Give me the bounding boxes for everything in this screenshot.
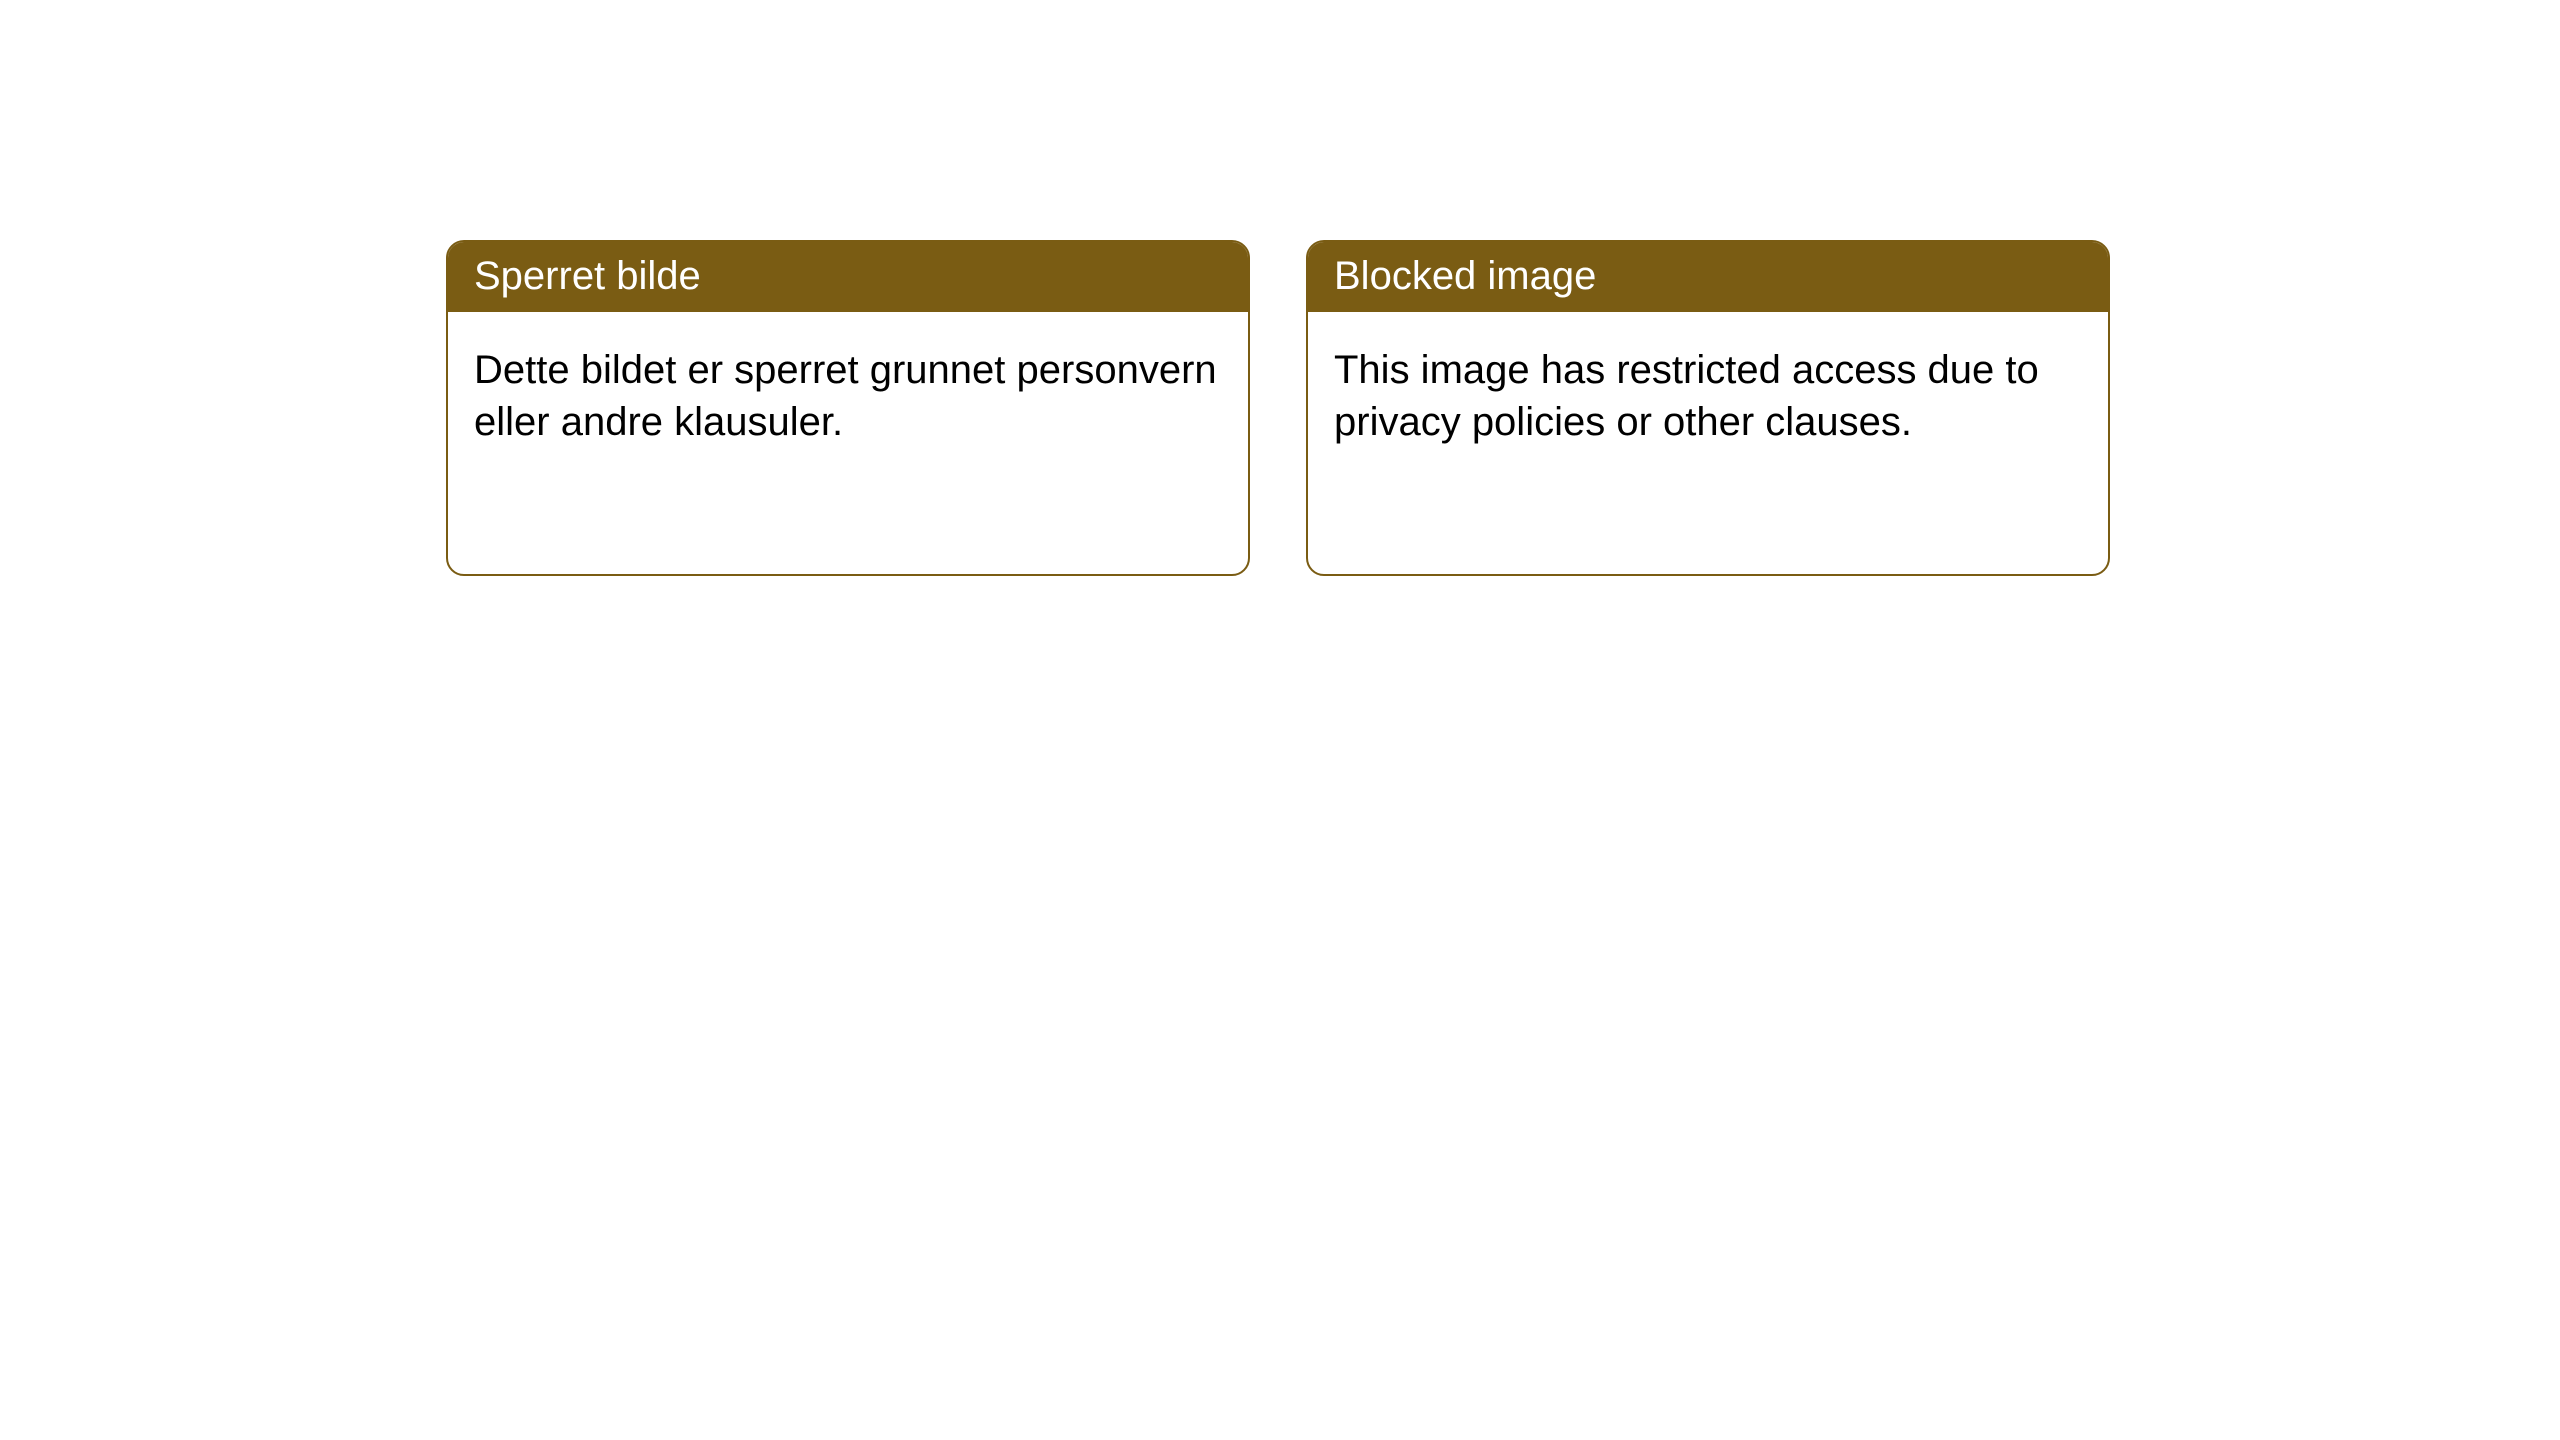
notice-cards-container: Sperret bilde Dette bildet er sperret gr… bbox=[446, 240, 2110, 576]
notice-card-english: Blocked image This image has restricted … bbox=[1306, 240, 2110, 576]
notice-card-title-norwegian: Sperret bilde bbox=[448, 242, 1248, 312]
notice-card-body-norwegian: Dette bildet er sperret grunnet personve… bbox=[448, 312, 1248, 480]
notice-card-title-english: Blocked image bbox=[1308, 242, 2108, 312]
notice-card-norwegian: Sperret bilde Dette bildet er sperret gr… bbox=[446, 240, 1250, 576]
notice-card-body-english: This image has restricted access due to … bbox=[1308, 312, 2108, 480]
